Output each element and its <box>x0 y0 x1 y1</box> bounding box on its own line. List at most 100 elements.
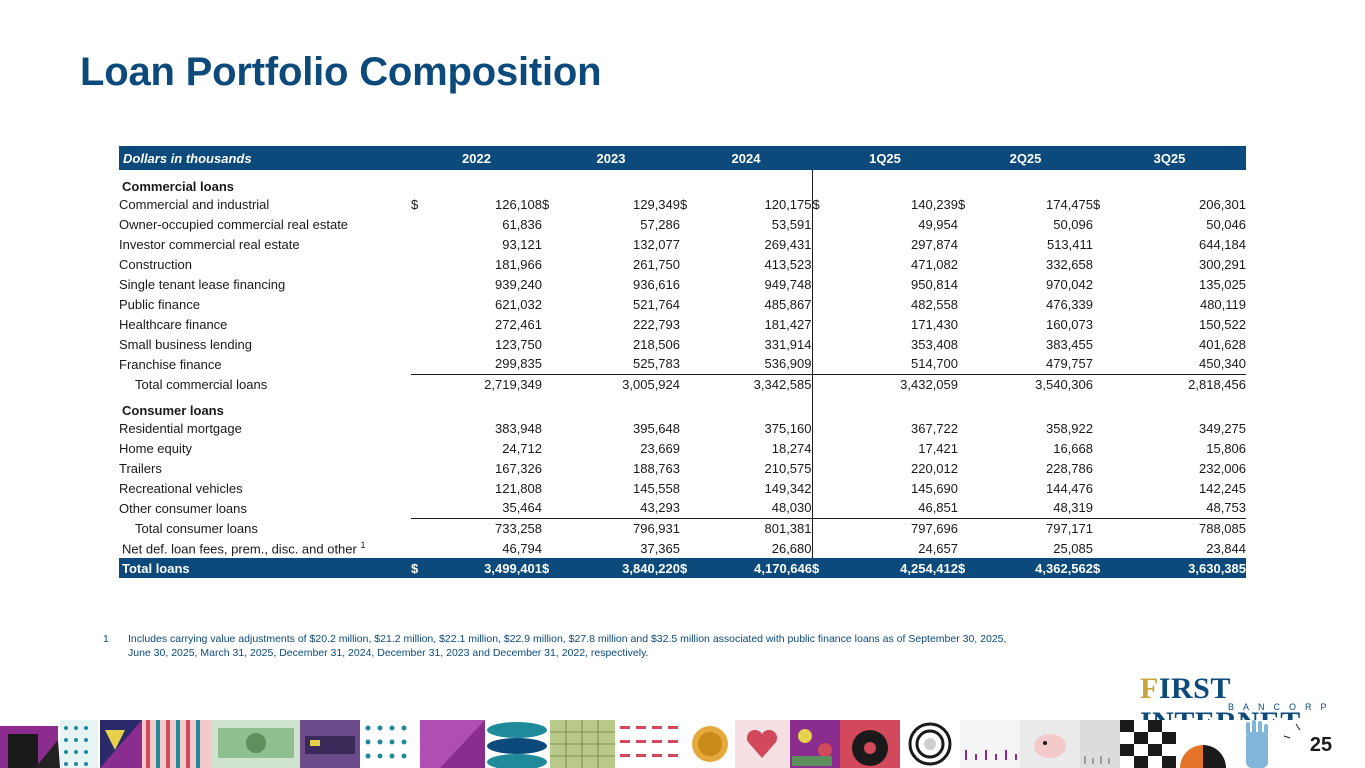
value-cell: 480,119 <box>1199 296 1246 312</box>
currency-cell <box>1093 438 1113 458</box>
banner-tile-checker <box>1120 720 1176 768</box>
banner-tile-dots <box>60 720 98 768</box>
banner-tile-piggy-bank <box>1020 720 1080 768</box>
value-cell: 332,658 <box>1046 256 1093 272</box>
currency-cell <box>958 373 978 394</box>
currency-cell <box>1093 538 1113 558</box>
value-cell: 949,748 <box>764 276 812 292</box>
currency-cell: $ <box>811 194 842 214</box>
table-row: Healthcare finance 272,461 222,793 181,427 1… <box>119 314 1246 334</box>
currency-cell <box>1093 478 1113 498</box>
table-row: Owner-occupied commercial real estate 61,… <box>119 214 1246 234</box>
value-cell: 93,121 <box>502 236 542 252</box>
empty-cell <box>680 170 700 194</box>
value-cell: 939,240 <box>495 276 542 292</box>
currency-cell: $ <box>958 558 978 578</box>
value-cell: 61,836 <box>502 216 542 232</box>
banner-tile-pink-dashes <box>615 720 685 768</box>
value-cell: 621,032 <box>495 296 542 312</box>
value-cell: 144,476 <box>1046 480 1093 496</box>
value-cell: 37,365 <box>640 540 680 556</box>
net-fees-label-cell: Net def. loan fees, prem., disc. and oth… <box>119 538 411 558</box>
value-cell: 358,922 <box>1046 420 1093 436</box>
value-cell: 367,722 <box>911 420 958 436</box>
company-logo: FIRST INTERNET BANCORP <box>1140 672 1350 739</box>
banner-tile-coins <box>685 720 735 768</box>
currency-cell <box>411 478 425 498</box>
currency-cell <box>958 214 978 234</box>
currency-cell <box>411 214 425 234</box>
value-cell: 150,522 <box>1199 316 1246 332</box>
value-cell: 4,362,562 <box>978 558 1093 578</box>
currency-cell <box>542 458 562 478</box>
empty-cell <box>842 170 958 194</box>
table-header-row: Dollars in thousands 2022 2023 2024 1Q25 2Q25… <box>119 146 1246 170</box>
value-cell: 167,326 <box>495 460 542 476</box>
currency-cell: $ <box>411 196 419 212</box>
value-cell: 269,431 <box>764 236 812 252</box>
currency-cell <box>958 538 978 558</box>
value-cell: 485,867 <box>764 296 812 312</box>
empty-cell <box>411 170 425 194</box>
value-cell: 644,184 <box>1199 236 1246 252</box>
value-cell: 43,293 <box>640 500 680 516</box>
table-row: Public finance 621,032 521,764 485,867 482,5… <box>119 294 1246 314</box>
currency-cell <box>958 254 978 274</box>
empty-cell <box>425 394 542 418</box>
banner-tile-teal-dots <box>360 720 420 768</box>
value-cell: 395,648 <box>633 420 680 436</box>
row-label: Recreational vehicles <box>119 480 243 496</box>
value-cell: 15,806 <box>1206 440 1246 456</box>
currency-cell: $ <box>542 196 550 212</box>
currency-cell: $ <box>680 196 688 212</box>
currency-cell <box>958 274 978 294</box>
value-cell: 120,175 <box>764 196 812 212</box>
currency-cell: $ <box>958 196 966 212</box>
footnote-text: Includes carrying value adjustments of $… <box>128 633 1007 659</box>
value-cell: 222,793 <box>633 316 680 332</box>
currency-cell <box>680 314 700 334</box>
section-header-row: Commercial loans <box>119 170 1246 194</box>
value-cell: 349,275 <box>1199 420 1246 436</box>
empty-cell <box>842 394 958 418</box>
value-cell: 149,342 <box>764 480 812 496</box>
currency-cell <box>1093 354 1113 374</box>
table-row: Construction 181,966 261,750 413,523 471,082… <box>119 254 1246 274</box>
currency-cell <box>958 294 978 314</box>
currency-cell <box>1093 274 1113 294</box>
row-label: Investor commercial real estate <box>119 236 300 252</box>
currency-cell <box>1093 234 1113 254</box>
currency-cell <box>680 458 700 478</box>
currency-cell <box>680 274 700 294</box>
header-period: 2022 <box>411 146 542 170</box>
currency-cell <box>811 234 842 254</box>
currency-cell <box>411 458 425 478</box>
banner-tile-rings <box>900 720 960 768</box>
banner-tile-lightbulb <box>1283 720 1365 768</box>
value-cell: 733,258 <box>425 517 542 538</box>
row-label: Residential mortgage <box>119 420 242 436</box>
currency-cell <box>958 234 978 254</box>
currency-cell: $ <box>812 558 842 578</box>
currency-cell <box>680 373 700 394</box>
value-cell: 476,339 <box>1046 296 1093 312</box>
currency-cell <box>542 498 562 518</box>
currency-cell: $ <box>1093 558 1113 578</box>
value-cell: 129,349 <box>633 196 680 212</box>
currency-cell <box>958 458 978 478</box>
value-cell: 171,430 <box>911 316 958 332</box>
currency-cell <box>1093 373 1113 394</box>
currency-cell <box>1093 214 1113 234</box>
value-cell: 46,851 <box>918 500 958 516</box>
banner-tile-sunburst <box>840 720 900 768</box>
currency-cell <box>1093 294 1113 314</box>
currency-cell <box>411 438 425 458</box>
header-period: 2023 <box>542 146 680 170</box>
table-row: Franchise finance 299,835 525,783 536,909 51… <box>119 354 1246 374</box>
currency-cell <box>411 538 425 558</box>
section-label: Commercial loans <box>122 179 234 194</box>
currency-cell <box>811 334 842 354</box>
currency-cell <box>811 498 842 518</box>
value-cell: 220,012 <box>911 460 958 476</box>
currency-cell <box>680 478 700 498</box>
